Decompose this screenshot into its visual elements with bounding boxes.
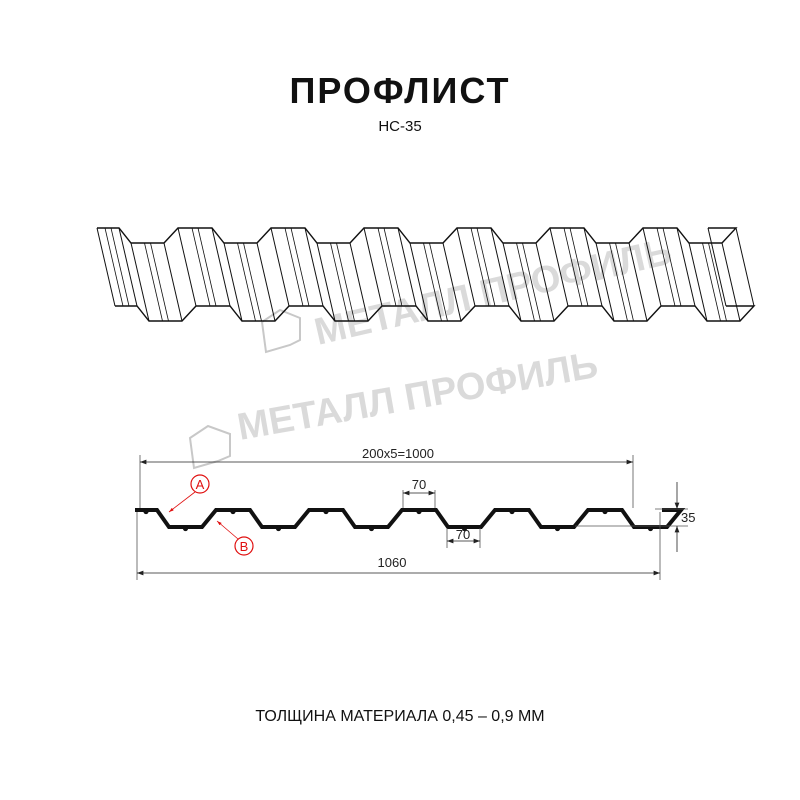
sheet-rib-line [330,242,349,322]
dimension-top-flat: 70 [402,477,436,508]
sheet-fold-line [397,227,417,307]
stiffener-rib [368,525,375,532]
sheet-fold-line [583,227,603,307]
sheet-top-edge [97,227,738,244]
cross-section-profile [135,508,686,532]
sheet-fold-line [270,227,290,307]
stiffener-rib [602,508,608,515]
sheet-rib-line [191,227,211,307]
sheet-fold-line [363,227,383,307]
sheet-rib-line [563,227,583,307]
bottom-flat-label: 70 [456,527,470,542]
stiffener-rib [230,508,236,515]
sheet-rib-line [516,242,535,322]
sheet-fold-line [130,242,150,322]
page-title: ПРОФЛИСТ [289,70,511,111]
sheet-rib-line [656,227,676,307]
stiffener-rib [275,525,282,532]
sheet-fold-line [642,227,662,307]
sheet-rib-line [609,242,628,322]
sheet-fold-line [490,227,510,307]
total-width-label: 1060 [378,555,407,570]
sheet-fold-line [595,242,615,322]
sheet-rib-line [237,242,256,322]
sheet-rib-line [708,242,727,322]
sheet-fold-line [304,227,324,307]
sheet-fold-line [96,227,116,307]
sheet-rib-line [150,242,169,322]
label-b: B [216,520,254,556]
sheet-fold-line [442,242,462,322]
stiffener-rib [143,508,149,515]
sheet-rib-line [197,227,217,307]
sheet-fold-line [707,227,727,307]
sheet-fold-line [502,242,522,322]
sheet-fold-line [409,242,429,322]
stiffener-rib [416,508,422,515]
sheet-rib-line [429,242,448,322]
sheet-fold-line [676,227,696,307]
sheet-fold-line [316,242,336,322]
sheet-rib-line [336,242,355,322]
sheet-fold-line [211,227,231,307]
sheet-fold-line [688,242,708,322]
label-b-text: B [240,539,249,554]
label-a-text: A [196,477,205,492]
watermark-bottom-text: МЕТАЛЛ ПРОФИЛЬ [234,344,601,449]
sheet-fold-line [256,242,276,322]
sheet-fold-line [163,242,183,322]
sheet-fold-line [535,242,555,322]
sheet-bottom-edge [115,305,756,322]
sheet-rib-line [470,227,490,307]
dimension-total-width: 1060 [136,512,661,580]
sheet-fold-line [628,242,648,322]
dimension-bottom-flat: 70 [446,527,481,548]
stiffener-rib [554,525,561,532]
height-label: 35 [681,510,695,525]
sheet-rib-line [423,242,442,322]
sheet-fold-line [549,227,569,307]
top-flat-label: 70 [412,477,426,492]
sheet-fold-line [456,227,476,307]
stiffener-rib [323,508,329,515]
sheet-rib-line [144,242,163,322]
sheet-rib-line [476,227,496,307]
profile-line [135,508,686,529]
sheet-rib-line [110,227,130,307]
sheet-rib-line [569,227,589,307]
stiffener-rib [509,508,515,515]
watermark-top: МЕТАЛЛ ПРОФИЛЬ [260,231,676,354]
sheet-fold-line [349,242,369,322]
dimension-pitch: 200x5=1000 [139,446,634,508]
sheet-rib-line [377,227,397,307]
sheet-fold-line [118,227,138,307]
sheet-fold-line [721,242,741,322]
sheet-rib-line [243,242,262,322]
sheet-rib-line [284,227,304,307]
pitch-label: 200x5=1000 [362,446,434,461]
sheet-rib-line [702,242,721,322]
material-thickness-note: ТОЛЩИНА МАТЕРИАЛА 0,45 – 0,9 ММ [255,708,545,725]
dimension-height: 35 [575,482,695,552]
sheet-rib-line [615,242,634,322]
stiffener-rib [461,525,468,532]
sheet-rib-line [104,227,124,307]
stiffener-rib [182,525,189,532]
sheet-fold-line [177,227,197,307]
sheet-fold-line [735,227,755,307]
sheet-fold-line [223,242,243,322]
sheet-rib-line [522,242,541,322]
stiffener-rib [647,525,654,532]
model-subtitle: НС-35 [378,118,422,135]
label-a: A [168,474,210,513]
sheet-rib-line [290,227,310,307]
sheet-3d-view [96,227,756,322]
sheet-rib-line [383,227,403,307]
sheet-rib-line [662,227,682,307]
